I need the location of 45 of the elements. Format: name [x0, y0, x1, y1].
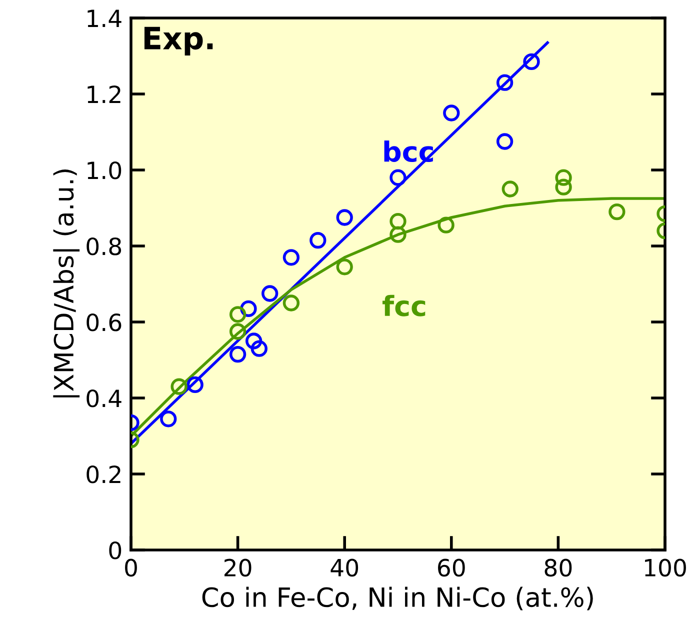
point: [282, 249, 300, 266]
point: [160, 410, 177, 428]
x-tick-label: 0: [125, 558, 137, 577]
y-axis-title: |XMCD/Abs| (a.u.): [53, 170, 80, 398]
point: [229, 323, 246, 340]
y-tick-label: 0: [109, 541, 122, 560]
point: [229, 346, 246, 363]
point: [555, 178, 572, 196]
y-tick-label: 0.6: [86, 313, 122, 332]
point: [245, 332, 262, 350]
y-tick-label: 1.2: [88, 85, 120, 103]
x-tick-label: 20: [224, 558, 252, 577]
point: [390, 169, 406, 186]
point: [502, 180, 518, 198]
point: [555, 169, 572, 186]
point: [310, 232, 326, 249]
point: [282, 294, 300, 312]
y-tick-label: 1.4: [88, 10, 122, 27]
y-tick-label: 0.8: [86, 237, 122, 256]
point: [336, 209, 353, 226]
x-tick-label: 80: [544, 558, 572, 577]
point: [229, 306, 246, 323]
point: [608, 203, 626, 220]
x-tick-label: 40: [330, 558, 358, 577]
point: [336, 258, 353, 276]
point: [262, 285, 278, 302]
point: [390, 226, 406, 243]
point: [496, 133, 514, 150]
point: [390, 212, 406, 230]
x-axis-title: Co in Fe-Co, Ni in Ni-Co (at.%): [202, 586, 593, 610]
series-label: fcc: [382, 294, 426, 316]
point: [496, 74, 514, 91]
x-tick-label: 60: [438, 558, 465, 577]
point: [170, 378, 188, 395]
point: [250, 340, 268, 357]
point: [186, 376, 204, 394]
series-label: bcc: [384, 140, 433, 162]
y-tick-label: 1.0: [88, 161, 122, 180]
point: [438, 216, 454, 234]
x-tick-label: 100: [645, 558, 686, 577]
y-tick-label: 0.4: [86, 389, 122, 408]
annotation: Exp.: [144, 26, 213, 56]
point: [523, 53, 540, 70]
y-tick-label: 0.2: [86, 465, 120, 484]
point: [443, 104, 460, 122]
